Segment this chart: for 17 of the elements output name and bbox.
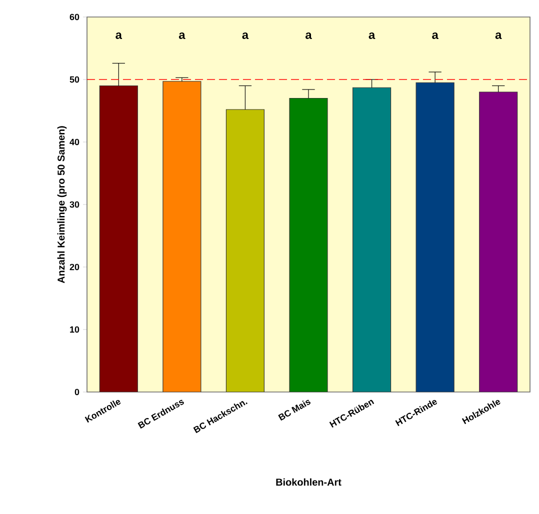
annotation: a xyxy=(306,32,312,40)
annotation: a xyxy=(178,32,186,40)
annotation: a xyxy=(432,32,438,40)
y-tick-label: 60 xyxy=(70,14,80,20)
annotation: a xyxy=(116,32,122,40)
y-axis-title: Anzahl Keimlinge (pro 50 Samen) xyxy=(57,126,67,284)
y-tick-label: 0 xyxy=(74,388,80,396)
y-tick-label: 10 xyxy=(70,326,80,333)
annotation: a xyxy=(495,32,502,40)
y-tick-label: 40 xyxy=(70,138,80,146)
y-tick-label: 50 xyxy=(70,76,80,83)
annotation: a xyxy=(242,32,249,40)
y-tick-label: 30 xyxy=(70,201,80,208)
y-tick-label: 20 xyxy=(70,264,80,270)
annotation: a xyxy=(368,32,376,40)
x-axis-title: Biokohlen-Art xyxy=(276,478,342,486)
x-tick-label: BC Mais xyxy=(278,400,310,421)
